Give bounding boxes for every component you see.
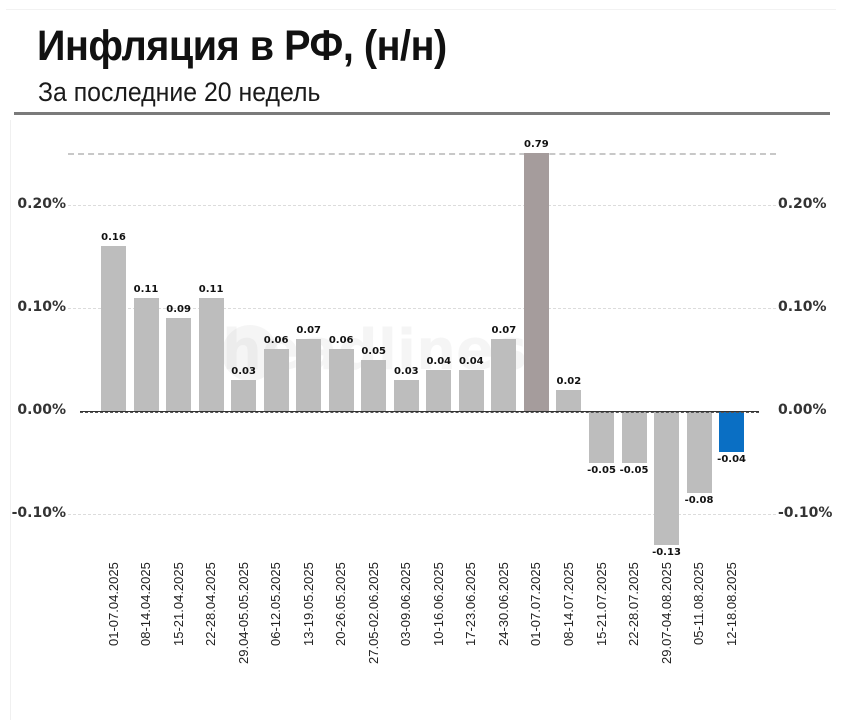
x-tick-label: 22-28.07.2025 xyxy=(626,562,641,646)
x-tick-label: 10-16.06.2025 xyxy=(430,562,446,646)
bar-value-label: 0.04 xyxy=(426,355,452,367)
x-tick-label: 03-09.06.2025 xyxy=(398,562,414,646)
x-tick-label: 08-14.04.2025 xyxy=(138,562,153,646)
x-tick-label: 06-12.05.2025 xyxy=(268,562,284,646)
bar-value-label: 0.04 xyxy=(458,355,484,367)
bar-value-label: 0.11 xyxy=(198,283,224,295)
bar[interactable] xyxy=(198,297,224,411)
x-tick-label: 08-14.07.2025 xyxy=(560,562,576,646)
bar-value-label: 0.11 xyxy=(133,283,159,295)
bar-value-label: 0.03 xyxy=(393,366,419,378)
x-tick-label: 12-18.08.2025 xyxy=(723,562,739,646)
zero-line xyxy=(80,411,759,412)
bar-value-label: -0.08 xyxy=(684,495,714,507)
bar[interactable] xyxy=(458,369,484,411)
x-tick-label: 20-26.05.2025 xyxy=(333,562,349,646)
bar-value-label: -0.05 xyxy=(619,464,649,476)
bar[interactable] xyxy=(621,411,647,463)
y-tick-left: 0.20% xyxy=(17,196,66,212)
x-tick-label: 22-28.04.2025 xyxy=(203,562,219,646)
bar[interactable] xyxy=(231,380,257,411)
bar[interactable] xyxy=(589,411,614,463)
bar[interactable] xyxy=(133,297,159,411)
gridline xyxy=(68,205,776,206)
y-tick-right: 0.20% xyxy=(778,196,827,212)
bar-value-label: 0.05 xyxy=(361,345,387,357)
bar-value-label: 0.79 xyxy=(524,139,549,150)
bar-value-label: 0.09 xyxy=(166,304,191,316)
frame-left-border xyxy=(10,120,11,720)
y-tick-right: 0.10% xyxy=(778,299,827,315)
y-tick-right: 0.00% xyxy=(778,402,827,418)
chart-subtitle: За последние 20 недель xyxy=(38,77,321,107)
x-tick-label: 29.04-05.05.2025 xyxy=(235,561,251,664)
bar[interactable] xyxy=(263,349,289,411)
bar[interactable] xyxy=(426,369,452,411)
x-tick-label: 29.07-04.08.2025 xyxy=(658,561,674,664)
x-tick-label: 27.05-02.06.2025 xyxy=(365,561,381,664)
bar[interactable] xyxy=(654,411,679,545)
bar[interactable] xyxy=(719,411,745,453)
bar-value-label: 0.06 xyxy=(263,335,289,347)
bar-value-label: 0.03 xyxy=(231,366,256,378)
gridline xyxy=(68,308,776,309)
bar-value-label: 0.07 xyxy=(491,324,517,336)
frame-top-border xyxy=(6,9,836,10)
x-tick-label: 15-21.07.2025 xyxy=(593,562,609,646)
bar[interactable] xyxy=(556,390,582,411)
zero-line-dash xyxy=(80,412,759,413)
x-tick-label: 13-19.05.2025 xyxy=(300,562,316,646)
x-tick-label: 17-23.06.2025 xyxy=(463,562,479,646)
bar[interactable] xyxy=(361,359,387,411)
x-tick-label: 24-30.06.2025 xyxy=(495,562,511,646)
x-tick-label: 01-07.04.2025 xyxy=(105,562,121,646)
y-tick-left: 0.00% xyxy=(17,402,66,418)
chart-title: Инфляция в РФ, (н/н) xyxy=(37,22,447,70)
bar[interactable] xyxy=(166,318,192,411)
axis-top-clip-line xyxy=(68,153,776,155)
y-tick-left: -0.10% xyxy=(11,505,66,521)
bar-value-label: -0.05 xyxy=(587,464,616,476)
y-tick-left: 0.10% xyxy=(17,299,66,315)
bar[interactable] xyxy=(686,411,712,494)
x-tick-label: 01-07.07.2025 xyxy=(528,562,544,646)
x-tick-label: 05-11.08.2025 xyxy=(691,562,706,645)
bar[interactable] xyxy=(491,338,517,411)
bar-value-label: 0.16 xyxy=(101,232,126,244)
bar[interactable] xyxy=(296,338,322,411)
bar-value-label: 0.07 xyxy=(296,324,322,336)
gridline xyxy=(68,514,776,515)
bar-value-label: -0.13 xyxy=(652,546,681,558)
bar[interactable] xyxy=(393,380,419,411)
bar-value-label: 0.06 xyxy=(328,335,354,347)
bar-value-label: -0.04 xyxy=(717,454,746,466)
y-tick-right: -0.10% xyxy=(778,505,833,521)
x-tick-label: 15-21.04.2025 xyxy=(170,562,186,646)
bar[interactable] xyxy=(523,153,549,411)
bar[interactable] xyxy=(101,246,126,411)
bar-value-label: 0.02 xyxy=(556,376,582,388)
header-divider xyxy=(14,112,830,115)
bar[interactable] xyxy=(328,349,354,411)
